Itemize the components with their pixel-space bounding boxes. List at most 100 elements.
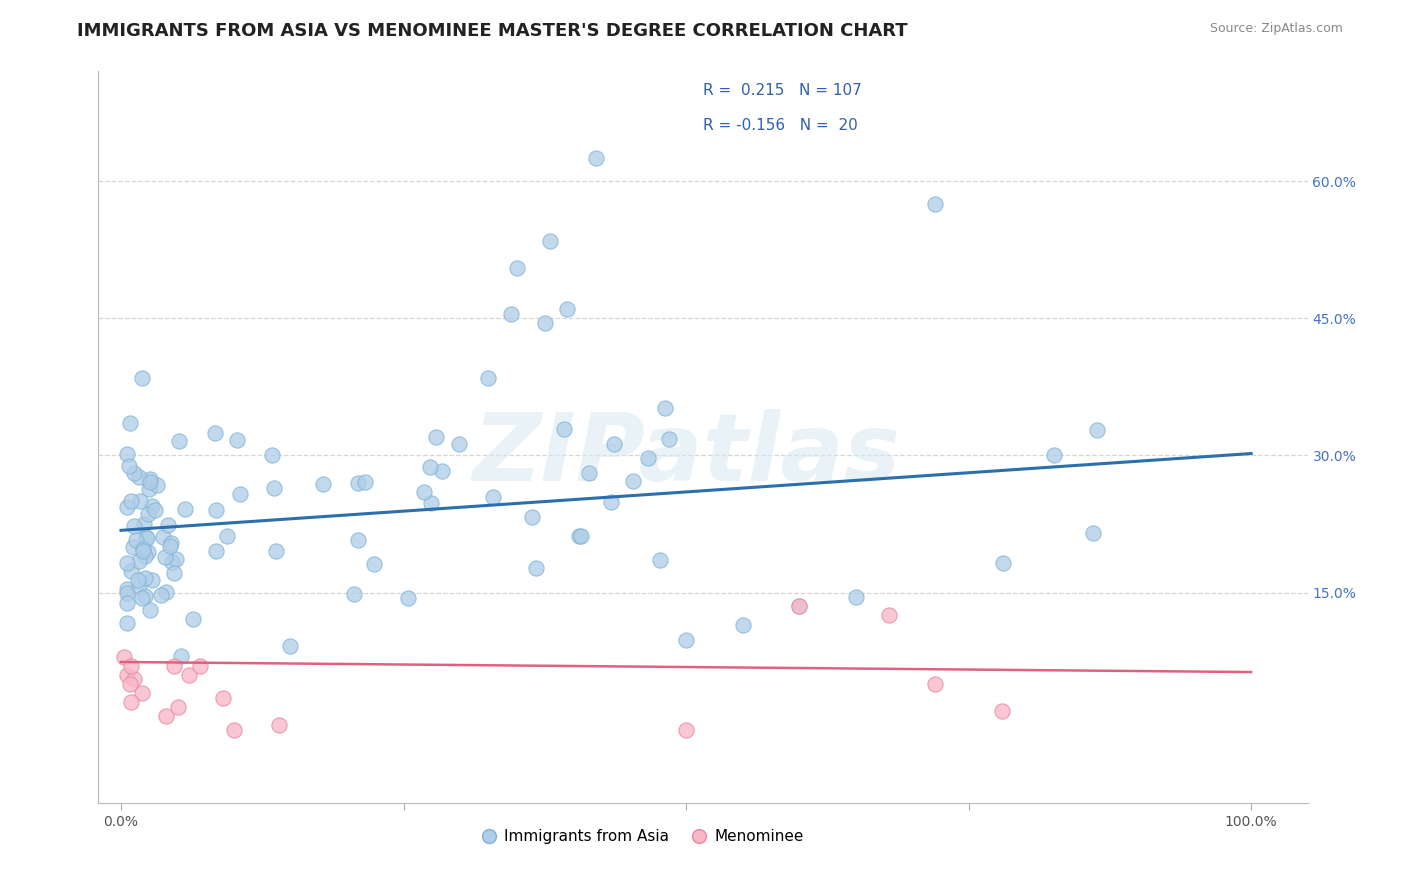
Point <box>924 197 946 211</box>
Point <box>569 529 592 543</box>
Point <box>481 490 503 504</box>
Point <box>120 416 142 430</box>
Point <box>658 433 681 447</box>
Point <box>533 316 555 330</box>
Point <box>553 422 575 436</box>
Point <box>120 494 142 508</box>
Point <box>215 529 238 543</box>
Point <box>167 434 190 448</box>
Point <box>127 573 149 587</box>
Point <box>160 536 183 550</box>
Point <box>637 450 659 465</box>
Point <box>188 658 211 673</box>
Point <box>420 496 443 510</box>
Point <box>205 543 228 558</box>
Point <box>585 151 607 165</box>
Point <box>163 658 186 673</box>
Point <box>115 667 138 681</box>
Point <box>131 686 153 700</box>
Point <box>520 510 543 524</box>
Point <box>278 639 301 653</box>
Point <box>568 528 591 542</box>
Point <box>129 494 152 508</box>
Point <box>138 482 160 496</box>
Point <box>120 658 142 673</box>
Point <box>425 430 447 444</box>
Point <box>132 541 155 556</box>
Point <box>787 599 810 614</box>
Point <box>120 564 142 578</box>
Point <box>134 589 156 603</box>
Point <box>115 596 138 610</box>
Point <box>1085 423 1108 437</box>
Point <box>122 540 145 554</box>
Point <box>675 633 697 648</box>
Point <box>1081 526 1104 541</box>
Text: ZIPatlas: ZIPatlas <box>472 409 900 501</box>
Point <box>578 466 600 480</box>
Point <box>557 301 579 317</box>
Point <box>166 699 188 714</box>
Point <box>312 476 335 491</box>
Point <box>138 545 160 559</box>
Point <box>177 667 200 681</box>
Legend: Immigrants from Asia, Menominee: Immigrants from Asia, Menominee <box>475 822 810 850</box>
Point <box>139 602 162 616</box>
Point <box>449 437 471 451</box>
Point <box>131 371 153 385</box>
Point <box>354 475 377 490</box>
Point <box>155 585 177 599</box>
Point <box>396 591 419 605</box>
Point <box>363 557 385 571</box>
Point <box>134 571 156 585</box>
Point <box>477 371 499 385</box>
Point <box>115 556 138 570</box>
Text: IMMIGRANTS FROM ASIA VS MENOMINEE MASTER'S DEGREE CORRELATION CHART: IMMIGRANTS FROM ASIA VS MENOMINEE MASTER… <box>77 22 908 40</box>
Point <box>120 677 142 691</box>
Point <box>128 579 150 593</box>
Point <box>228 487 250 501</box>
Text: R = -0.156   N =  20: R = -0.156 N = 20 <box>703 118 858 133</box>
Point <box>505 260 527 275</box>
Point <box>120 695 142 709</box>
Point <box>115 615 138 630</box>
Point <box>603 437 626 451</box>
Point <box>599 495 621 509</box>
Point <box>141 499 163 513</box>
Point <box>430 464 453 478</box>
Point <box>153 549 176 564</box>
Point <box>157 518 180 533</box>
Point <box>204 425 226 440</box>
Point <box>159 539 181 553</box>
Point <box>115 500 138 515</box>
Point <box>163 566 186 580</box>
Point <box>648 553 671 567</box>
Point <box>115 582 138 596</box>
Point <box>122 673 145 687</box>
Point <box>149 588 172 602</box>
Point <box>132 516 155 531</box>
Point <box>347 475 370 490</box>
Point <box>136 507 159 521</box>
Point <box>211 690 233 705</box>
Point <box>135 530 157 544</box>
Point <box>125 533 148 548</box>
Point <box>787 599 810 614</box>
Point <box>924 677 946 691</box>
Point <box>499 307 522 321</box>
Point <box>343 587 366 601</box>
Point <box>128 554 150 568</box>
Point <box>263 481 285 495</box>
Point <box>225 434 247 448</box>
Point <box>155 709 177 723</box>
Point <box>991 705 1014 719</box>
Point <box>269 718 291 732</box>
Point <box>731 617 754 632</box>
Point <box>222 723 245 737</box>
Point <box>112 649 135 664</box>
Point <box>991 556 1014 570</box>
Point <box>205 503 228 517</box>
Point <box>538 234 561 248</box>
Point <box>141 574 163 588</box>
Point <box>115 586 138 600</box>
